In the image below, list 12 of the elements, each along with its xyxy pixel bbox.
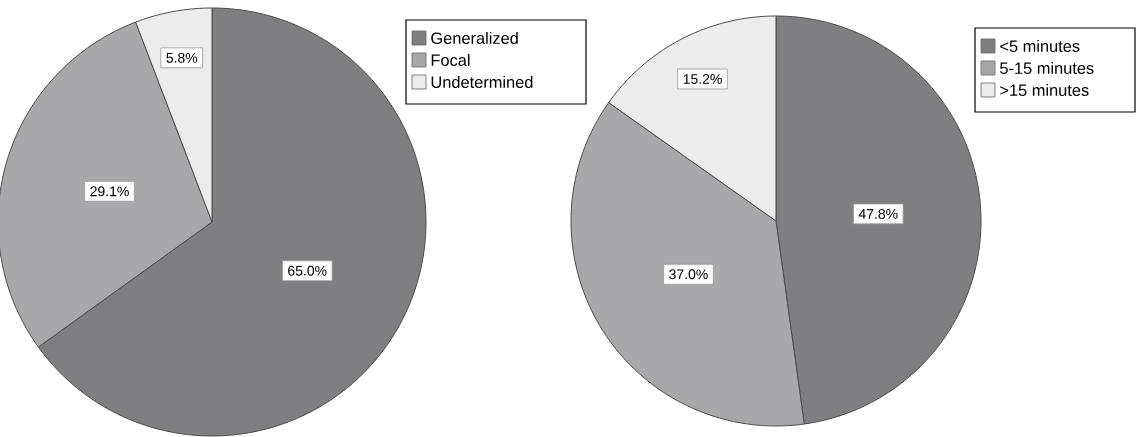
legend-label: 5-15 minutes [1000, 61, 1094, 75]
data-label: 65.0% [288, 265, 327, 276]
data-label: 15.2% [683, 74, 722, 84]
data-label: 47.8% [858, 208, 898, 219]
data-label: 5.8% [166, 52, 198, 63]
data-label: 29.1% [90, 186, 129, 197]
legend-label: Undetermined [431, 75, 533, 89]
legend-label: Generalized [431, 31, 518, 45]
data-label: 37.0% [669, 269, 708, 280]
legend-label: >15 minutes [1000, 83, 1089, 97]
legend-label: Focal [431, 53, 470, 67]
legend-label: <5 minutes [1000, 39, 1080, 53]
